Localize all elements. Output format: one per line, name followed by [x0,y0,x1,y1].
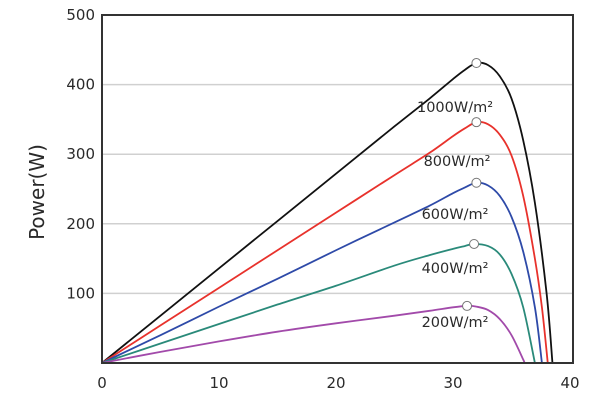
curve-label: 400W/m² [422,261,489,277]
series-line-1 [101,121,549,364]
x-tick-label: 0 [97,374,107,392]
curve-label: 200W/m² [422,315,489,331]
y-axis-label: Power(W) [25,144,49,240]
series-line-2 [101,181,543,364]
x-tick-labels: 0 10 20 30 40 [97,374,579,392]
mpp-marker [471,117,482,128]
x-tick-label: 40 [560,374,579,392]
x-tick-label: 10 [209,374,228,392]
series-line-4 [101,304,526,364]
plot-frame [101,14,574,364]
mpp-marker [471,58,482,69]
gridlines [102,83,573,295]
mpp-marker [471,177,482,188]
curve-label: 600W/m² [422,207,489,223]
y-tick-label: 400 [66,76,95,94]
curve-label: 800W/m² [424,154,491,170]
mpp-marker [462,300,473,311]
series-curves [101,61,554,364]
x-tick-label: 20 [326,374,345,392]
y-tick-labels: 100 200 300 400 500 [66,6,95,302]
y-tick-label: 300 [66,145,95,163]
y-tick-label: 100 [66,284,95,302]
mpp-marker [469,238,480,249]
curve-labels: 1000W/m² 800W/m² 600W/m² 400W/m² 200W/m² [417,100,493,331]
x-tick-label: 30 [443,374,462,392]
series-line-0 [101,61,554,364]
y-tick-label: 200 [66,215,95,233]
series-line-3 [101,243,536,364]
y-tick-label: 500 [66,6,95,24]
curve-label: 1000W/m² [417,100,493,116]
mpp-markers [462,58,482,311]
